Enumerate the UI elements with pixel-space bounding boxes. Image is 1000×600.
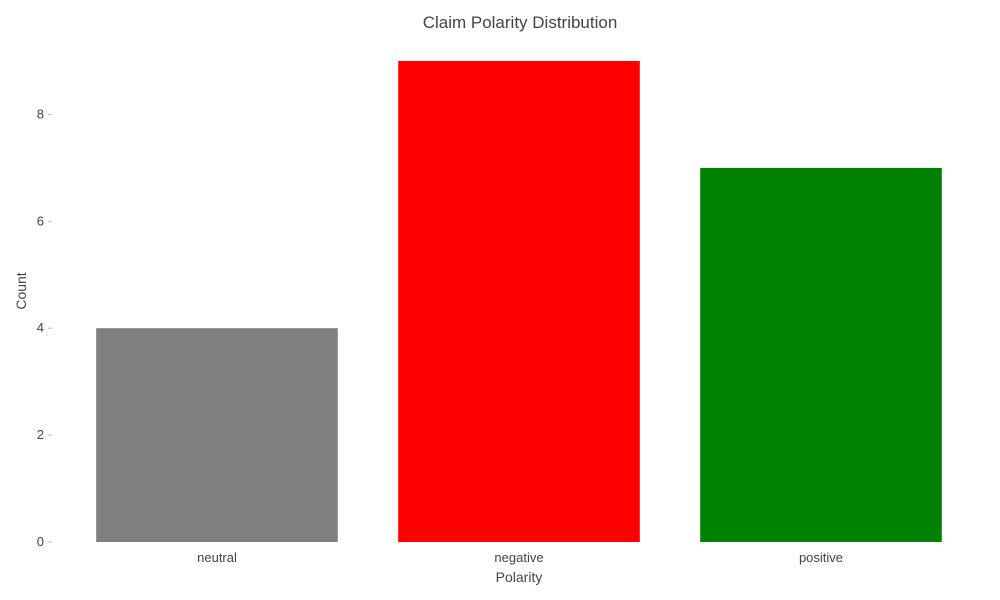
bar-positive (700, 167, 942, 542)
bar-neutral (96, 328, 338, 542)
y-tick-label: 2 (37, 427, 44, 442)
x-tick-label-positive: positive (799, 550, 843, 565)
chart-title: Claim Polarity Distribution (423, 13, 618, 32)
y-tick-label: 0 (37, 534, 44, 549)
y-axis: 0 2 4 6 8 (37, 106, 52, 549)
bars-group (96, 61, 942, 542)
x-axis-label: Polarity (496, 569, 543, 585)
y-tick-label: 6 (37, 213, 44, 228)
y-axis-label: Count (13, 272, 29, 309)
x-axis: neutral negative positive (197, 550, 843, 565)
x-tick-label-neutral: neutral (197, 550, 237, 565)
y-tick-label: 4 (37, 320, 44, 335)
y-tick-label: 8 (37, 106, 44, 121)
x-tick-label-negative: negative (494, 550, 543, 565)
bar-negative (398, 61, 640, 542)
